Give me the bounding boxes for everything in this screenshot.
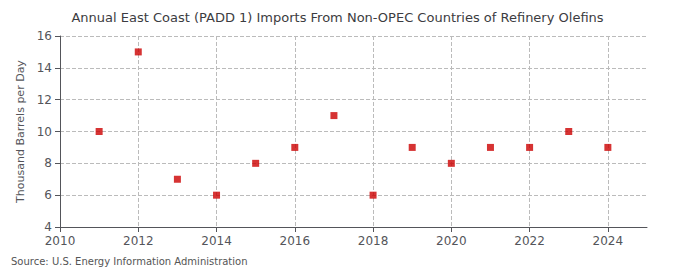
svg-text:6: 6 (44, 188, 52, 202)
svg-text:4: 4 (44, 220, 52, 234)
svg-text:2012: 2012 (123, 234, 154, 248)
svg-text:2024: 2024 (593, 234, 624, 248)
svg-text:14: 14 (37, 61, 52, 75)
svg-text:Source: U.S. Energy Informatio: Source: U.S. Energy Information Administ… (11, 256, 248, 267)
svg-text:10: 10 (37, 125, 52, 139)
svg-text:12: 12 (37, 93, 52, 107)
svg-text:2018: 2018 (358, 234, 389, 248)
svg-text:Thousand Barrels per Day: Thousand Barrels per Day (14, 60, 27, 204)
svg-text:2020: 2020 (436, 234, 467, 248)
svg-text:2022: 2022 (514, 234, 545, 248)
svg-text:2014: 2014 (201, 234, 232, 248)
svg-text:2010: 2010 (45, 234, 76, 248)
svg-text:2016: 2016 (280, 234, 311, 248)
svg-text:16: 16 (37, 29, 52, 43)
svg-text:Annual East Coast (PADD 1) Imp: Annual East Coast (PADD 1) Imports From … (71, 10, 603, 25)
svg-text:8: 8 (44, 156, 52, 170)
